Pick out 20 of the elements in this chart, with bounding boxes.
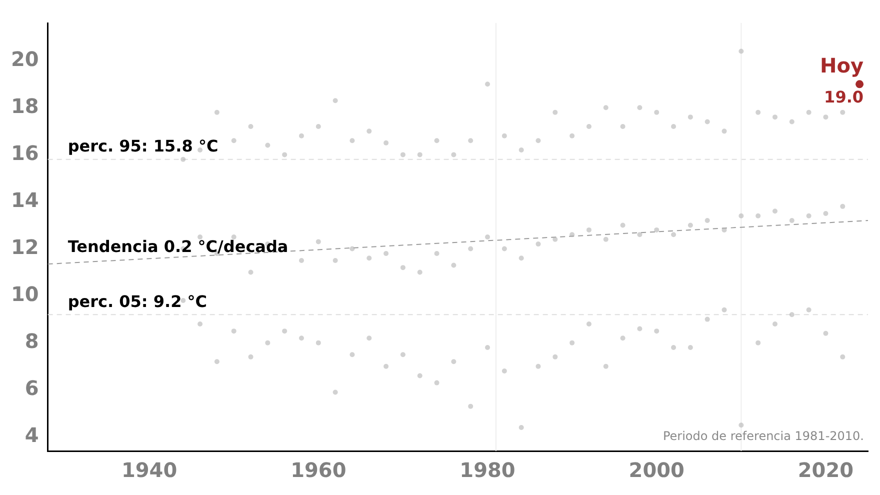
x-tick-label: 1940 bbox=[121, 458, 178, 482]
x-tick-label: 2000 bbox=[628, 458, 684, 482]
y-tick-label: 8 bbox=[24, 329, 39, 354]
y-tick-label: 18 bbox=[10, 94, 39, 118]
x-tick-label: 1980 bbox=[460, 458, 516, 482]
y-tick-label: 12 bbox=[10, 234, 39, 259]
ref-line-label: perc. 05: 9.2 °C bbox=[68, 292, 208, 311]
y-tick-label: 10 bbox=[10, 282, 39, 306]
y-tick-label: 16 bbox=[10, 140, 39, 165]
x-tick-label: 1960 bbox=[290, 458, 346, 482]
series-label: Tendencia 0.2 °C/decada bbox=[68, 237, 288, 256]
ref-line-label: perc. 95: 15.8 °C bbox=[68, 136, 218, 156]
annotation: Periodo de referencia 1981-2010. bbox=[662, 429, 864, 444]
y-tick-label: 4 bbox=[24, 423, 39, 448]
y-tick-label: 14 bbox=[10, 188, 39, 212]
y-tick-label: 6 bbox=[24, 376, 39, 400]
series-label: Hoy bbox=[820, 53, 864, 78]
data-label: 19.0 bbox=[824, 87, 864, 106]
x-tick-label: 2020 bbox=[798, 458, 854, 482]
y-tick-label: 20 bbox=[10, 46, 39, 71]
